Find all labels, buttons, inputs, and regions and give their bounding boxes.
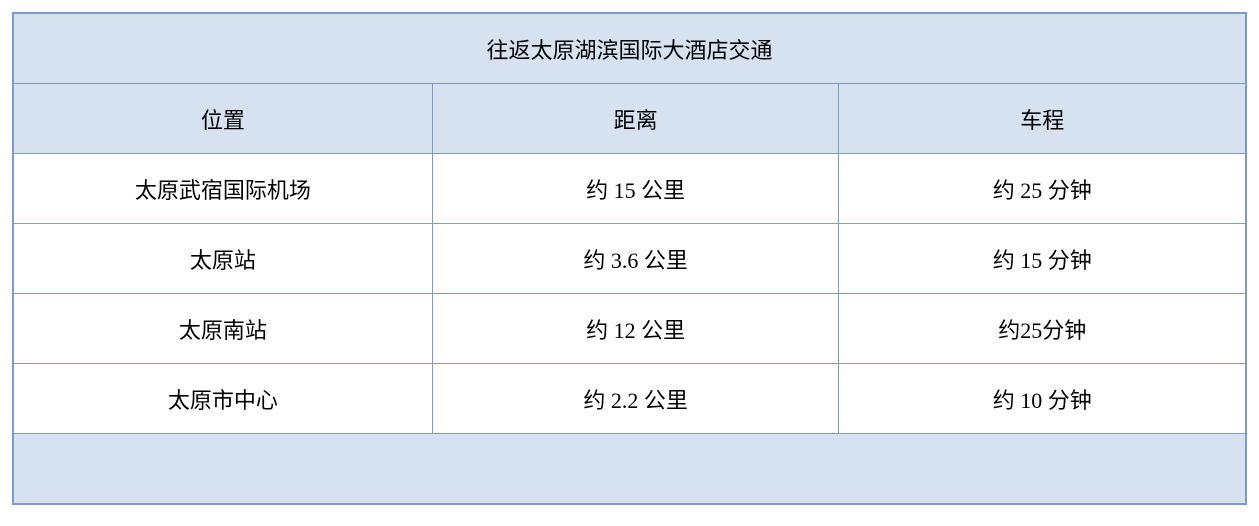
table-title: 往返太原湖滨国际大酒店交通 — [14, 14, 1246, 84]
table-row: 太原南站 约 12 公里 约25分钟 — [14, 294, 1246, 364]
cell-distance: 约 15 公里 — [432, 154, 839, 224]
table-empty-footer-row — [14, 434, 1246, 504]
empty-footer-cell — [14, 434, 1246, 504]
cell-duration: 约 15 分钟 — [839, 224, 1246, 294]
table-row: 太原站 约 3.6 公里 约 15 分钟 — [14, 224, 1246, 294]
cell-duration: 约25分钟 — [839, 294, 1246, 364]
table-row: 太原市中心 约 2.2 公里 约 10 分钟 — [14, 364, 1246, 434]
column-header-location: 位置 — [14, 84, 433, 154]
cell-duration: 约 25 分钟 — [839, 154, 1246, 224]
cell-distance: 约 2.2 公里 — [432, 364, 839, 434]
table-row: 太原武宿国际机场 约 15 公里 约 25 分钟 — [14, 154, 1246, 224]
table-title-row: 往返太原湖滨国际大酒店交通 — [14, 14, 1246, 84]
cell-location: 太原市中心 — [14, 364, 433, 434]
cell-location: 太原南站 — [14, 294, 433, 364]
column-header-duration: 车程 — [839, 84, 1246, 154]
transport-table: 往返太原湖滨国际大酒店交通 位置 距离 车程 太原武宿国际机场 约 15 公里 … — [13, 13, 1246, 504]
cell-distance: 约 12 公里 — [432, 294, 839, 364]
cell-location: 太原武宿国际机场 — [14, 154, 433, 224]
table-header-row: 位置 距离 车程 — [14, 84, 1246, 154]
cell-duration: 约 10 分钟 — [839, 364, 1246, 434]
cell-distance: 约 3.6 公里 — [432, 224, 839, 294]
cell-location: 太原站 — [14, 224, 433, 294]
column-header-distance: 距离 — [432, 84, 839, 154]
transport-table-container: 往返太原湖滨国际大酒店交通 位置 距离 车程 太原武宿国际机场 约 15 公里 … — [12, 12, 1247, 505]
